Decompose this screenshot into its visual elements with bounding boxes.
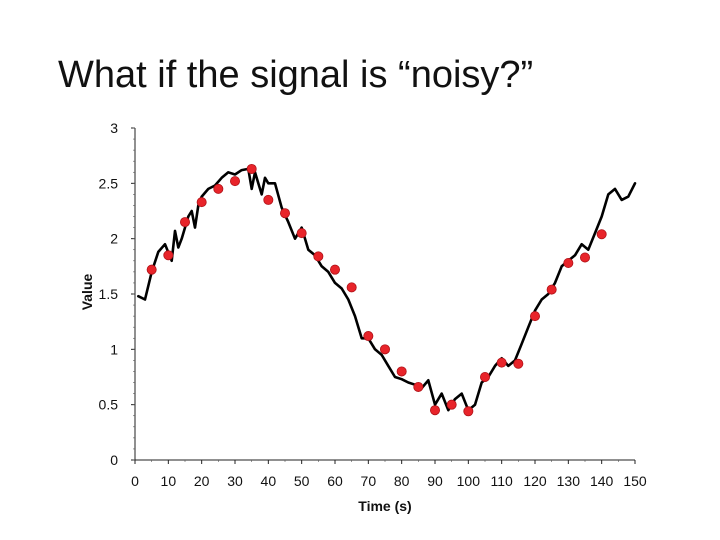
- sample-point: [196, 197, 207, 208]
- x-tick-label: 40: [261, 473, 277, 489]
- y-tick-label: 2.5: [99, 175, 119, 191]
- sample-point: [530, 311, 541, 322]
- x-tick-label: 0: [131, 473, 139, 489]
- x-tick-label: 50: [294, 473, 310, 489]
- y-tick-label: 0.5: [99, 397, 119, 413]
- sample-point: [363, 331, 374, 342]
- sample-point: [246, 163, 257, 174]
- x-tick-label: 130: [557, 473, 581, 489]
- x-tick-label: 60: [327, 473, 343, 489]
- sample-point: [563, 258, 574, 269]
- sample-point: [346, 282, 357, 293]
- x-tick-label: 10: [161, 473, 177, 489]
- slide-title: What if the signal is “noisy?”: [58, 54, 534, 96]
- x-axis-title: Time (s): [358, 498, 411, 514]
- sample-point: [479, 371, 490, 382]
- sample-point: [146, 264, 157, 275]
- sample-point: [580, 252, 591, 263]
- y-tick-label: 0: [110, 452, 118, 468]
- sample-point: [429, 405, 440, 416]
- sample-point: [596, 229, 607, 240]
- x-tick-label: 120: [523, 473, 547, 489]
- sample-point: [179, 217, 190, 228]
- sample-point: [213, 183, 224, 194]
- sample-point: [163, 250, 174, 261]
- sample-point: [396, 366, 407, 377]
- y-tick-label: 1.5: [99, 286, 119, 302]
- sample-point: [513, 358, 524, 369]
- sample-point: [379, 344, 390, 355]
- y-tick-label: 2: [110, 231, 118, 247]
- x-tick-label: 20: [194, 473, 210, 489]
- x-tick-label: 70: [361, 473, 377, 489]
- sample-point: [313, 251, 324, 262]
- y-axis-title: Value: [79, 274, 95, 311]
- y-tick-label: 3: [110, 120, 118, 136]
- x-tick-label: 100: [457, 473, 481, 489]
- x-tick-label: 150: [623, 473, 647, 489]
- sample-point: [279, 208, 290, 219]
- x-tick-label: 110: [491, 473, 514, 489]
- signal-line: [137, 167, 637, 412]
- sample-point: [546, 284, 557, 295]
- sample-point: [263, 194, 274, 205]
- x-tick-label: 80: [394, 473, 410, 489]
- x-axis: 0 10 20 30 40 50 60 70 80 90 100 110 120 130 140 150: [131, 459, 647, 489]
- sample-point: [329, 264, 340, 275]
- sample-point: [496, 357, 507, 368]
- sample-point: [463, 406, 474, 417]
- x-tick-label: 90: [427, 473, 443, 489]
- sample-point: [446, 399, 457, 410]
- sample-point: [296, 228, 307, 239]
- x-tick-label: 140: [590, 473, 614, 489]
- sample-point: [229, 176, 240, 187]
- x-tick-label: 30: [227, 473, 243, 489]
- series-layer: [137, 163, 637, 417]
- y-axis: 0 0.5 1 1.5 2 2.5 3: [99, 120, 136, 468]
- sample-point: [413, 381, 424, 392]
- y-tick-label: 1: [110, 341, 118, 357]
